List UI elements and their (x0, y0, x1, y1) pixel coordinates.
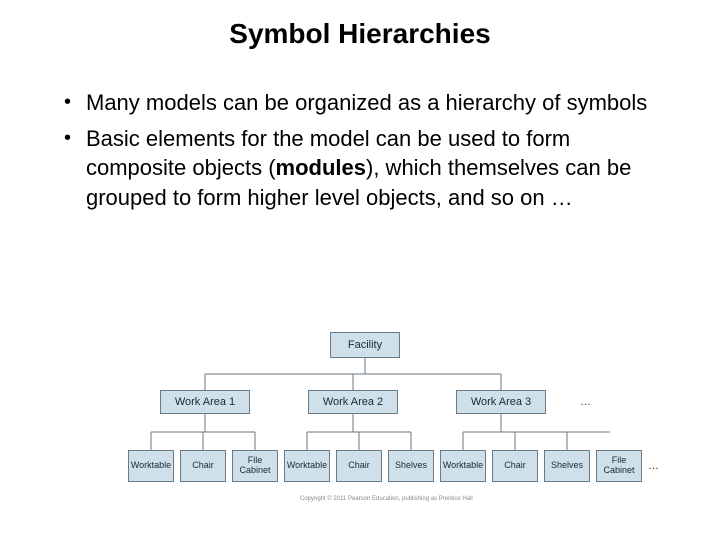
ellipsis-icon: … (580, 396, 591, 408)
bullet-text: Many models can be organized as a hierar… (86, 90, 647, 115)
node-work-area-1: Work Area 1 (160, 390, 250, 414)
ellipsis-icon: … (648, 460, 659, 472)
node-worktable: Worktable (128, 450, 174, 482)
node-worktable: Worktable (440, 450, 486, 482)
hierarchy-diagram: Facility Work Area 1 Work Area 2 Work Ar… (120, 328, 610, 512)
node-work-area-2: Work Area 2 (308, 390, 398, 414)
node-file-cabinet: File Cabinet (596, 450, 642, 482)
node-file-cabinet: File Cabinet (232, 450, 278, 482)
node-shelves: Shelves (544, 450, 590, 482)
bullet-item: Many models can be organized as a hierar… (60, 88, 672, 118)
slide: Symbol Hierarchies Many models can be or… (0, 0, 720, 540)
node-facility: Facility (330, 332, 400, 358)
node-chair: Chair (492, 450, 538, 482)
node-work-area-3: Work Area 3 (456, 390, 546, 414)
slide-title: Symbol Hierarchies (0, 0, 720, 60)
bullet-list: Many models can be organized as a hierar… (60, 88, 672, 213)
copyright-fineprint: Copyright © 2011 Pearson Education, publ… (300, 496, 473, 502)
bullet-item: Basic elements for the model can be used… (60, 124, 672, 213)
node-chair: Chair (180, 450, 226, 482)
node-shelves: Shelves (388, 450, 434, 482)
node-chair: Chair (336, 450, 382, 482)
slide-body: Many models can be organized as a hierar… (0, 60, 720, 213)
node-worktable: Worktable (284, 450, 330, 482)
bullet-text-bold: modules (276, 155, 366, 180)
